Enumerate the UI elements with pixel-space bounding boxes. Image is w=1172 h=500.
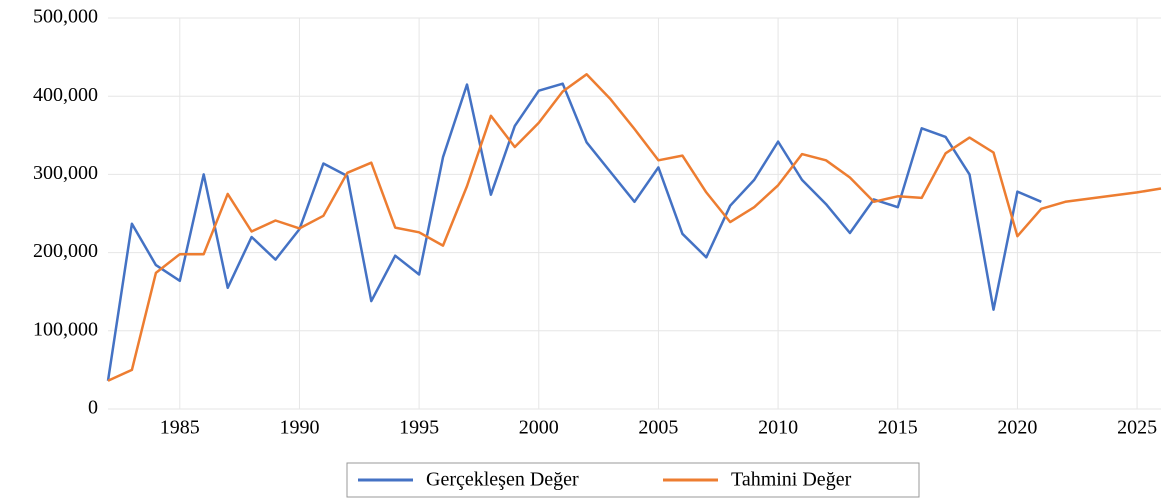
y-tick-label: 100,000 bbox=[33, 318, 98, 340]
x-tick-label: 1985 bbox=[160, 417, 200, 439]
x-tick-label: 2005 bbox=[638, 417, 678, 439]
series-line bbox=[107, 73, 1162, 382]
legend-label: Tahmini Değer bbox=[731, 469, 852, 491]
x-tick-label: 2010 bbox=[758, 417, 798, 439]
x-tick-label: 2020 bbox=[997, 417, 1037, 439]
y-tick-label: 400,000 bbox=[33, 84, 98, 106]
x-tick-label: 2015 bbox=[878, 417, 918, 439]
x-tick-label: 2000 bbox=[519, 417, 559, 439]
y-tick-label: 200,000 bbox=[33, 240, 98, 262]
legend-box bbox=[346, 462, 920, 498]
y-tick-label: 500,000 bbox=[33, 6, 98, 28]
x-tick-label: 2025 bbox=[1117, 417, 1157, 439]
y-tick-label: 300,000 bbox=[33, 162, 98, 184]
legend-label: Gerçekleşen Değer bbox=[426, 469, 579, 491]
x-tick-label: 1995 bbox=[399, 417, 439, 439]
y-tick-label: 0 bbox=[88, 397, 98, 419]
x-tick-label: 1990 bbox=[279, 417, 319, 439]
series-line bbox=[106, 82, 1042, 381]
